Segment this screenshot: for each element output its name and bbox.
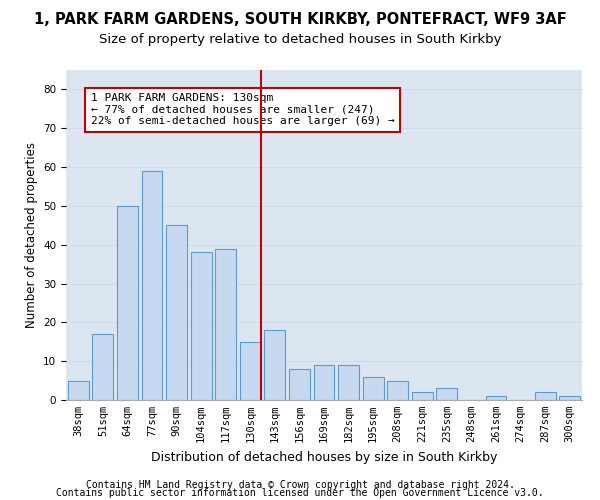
Text: 1 PARK FARM GARDENS: 130sqm
← 77% of detached houses are smaller (247)
22% of se: 1 PARK FARM GARDENS: 130sqm ← 77% of det… [91, 94, 394, 126]
Text: Size of property relative to detached houses in South Kirkby: Size of property relative to detached ho… [99, 32, 501, 46]
Bar [265, 330, 286, 400]
Bar [289, 369, 310, 400]
Bar [412, 392, 433, 400]
Bar [117, 206, 138, 400]
Text: Contains public sector information licensed under the Open Government Licence v3: Contains public sector information licen… [56, 488, 544, 498]
Bar [535, 392, 556, 400]
Bar [485, 396, 506, 400]
Text: Contains HM Land Registry data © Crown copyright and database right 2024.: Contains HM Land Registry data © Crown c… [86, 480, 514, 490]
Bar [387, 380, 408, 400]
Bar [215, 248, 236, 400]
Bar [362, 376, 383, 400]
Bar [240, 342, 261, 400]
Bar [191, 252, 212, 400]
Y-axis label: Number of detached properties: Number of detached properties [25, 142, 38, 328]
Bar [68, 380, 89, 400]
Bar [142, 171, 163, 400]
Bar [166, 226, 187, 400]
Bar [92, 334, 113, 400]
X-axis label: Distribution of detached houses by size in South Kirkby: Distribution of detached houses by size … [151, 450, 497, 464]
Text: 1, PARK FARM GARDENS, SOUTH KIRKBY, PONTEFRACT, WF9 3AF: 1, PARK FARM GARDENS, SOUTH KIRKBY, PONT… [34, 12, 566, 28]
Bar [338, 365, 359, 400]
Bar [559, 396, 580, 400]
Bar [436, 388, 457, 400]
Bar [314, 365, 334, 400]
